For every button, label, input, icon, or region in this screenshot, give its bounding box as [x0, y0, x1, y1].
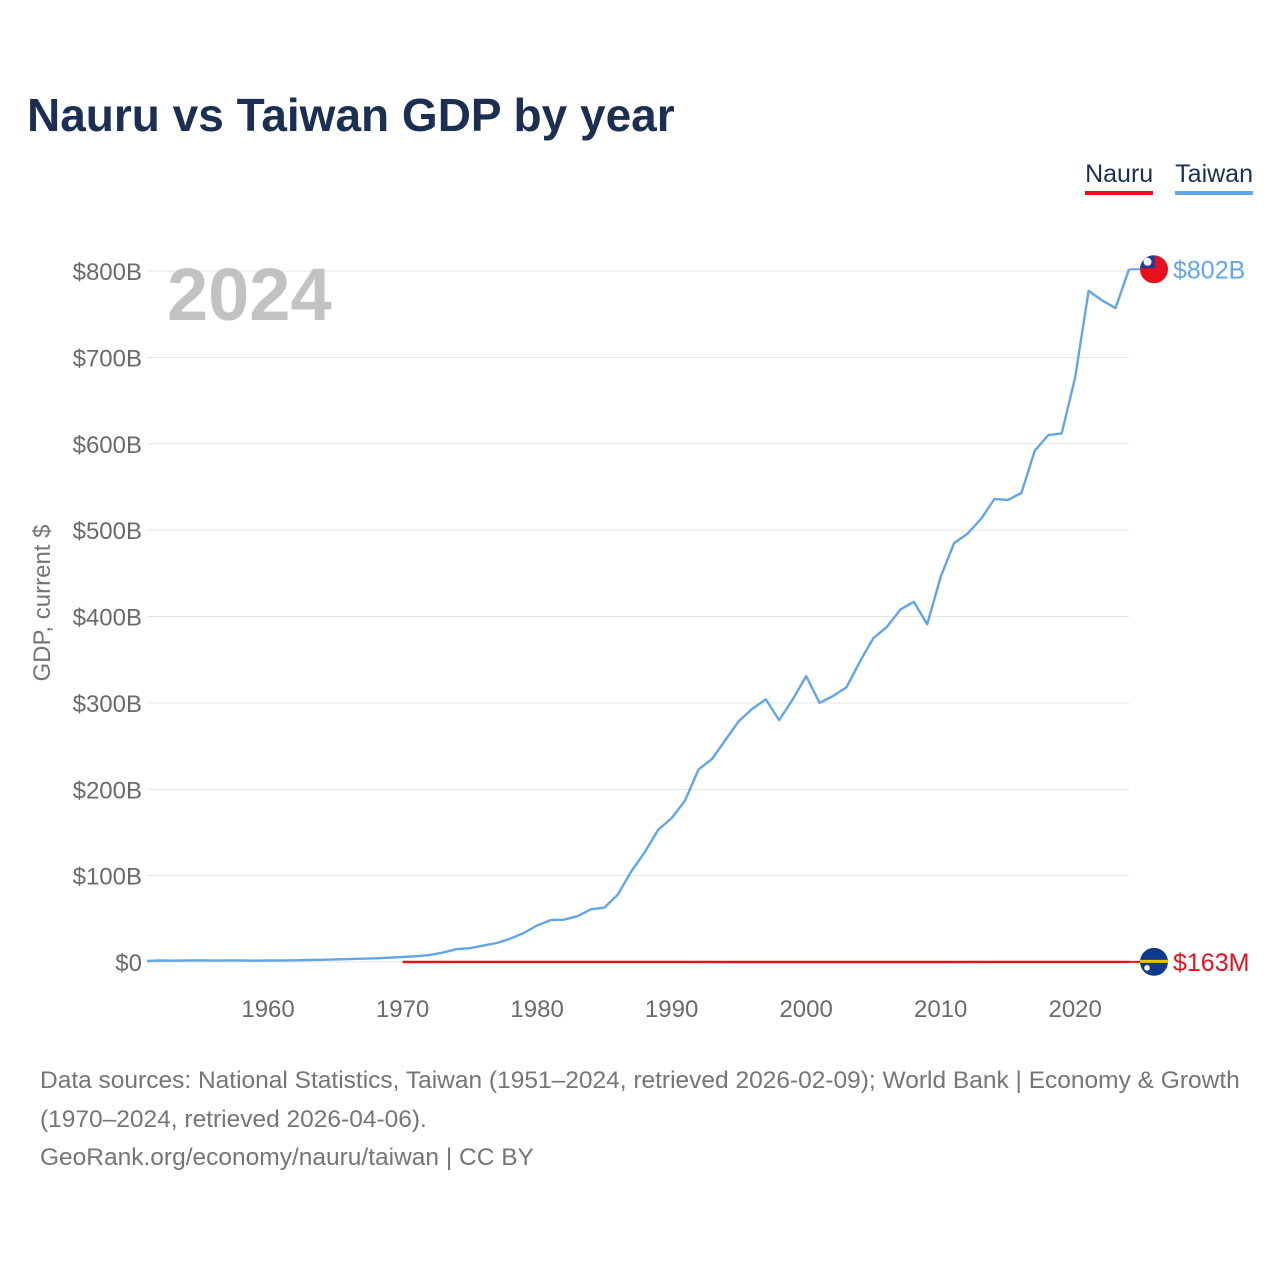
y-axis-ticks: $0 $100B $200B $300B $400B $500B $600B $700B $80… — [73, 259, 142, 977]
taiwan-flag — [1129, 255, 1168, 284]
series-end-markers: $802B $163M — [1129, 255, 1249, 977]
x-tick-label: 2010 — [914, 996, 967, 1023]
x-tick-label: 1990 — [645, 996, 698, 1023]
x-tick-label: 1980 — [510, 996, 563, 1023]
data-sources: Data sources: National Statistics, Taiwa… — [40, 1067, 1240, 1133]
y-tick-label: $0 — [115, 950, 142, 977]
x-axis-ticks: 1960 1970 1980 1990 2000 2010 2020 — [241, 996, 1102, 1023]
y-tick-label: $500B — [73, 518, 142, 545]
x-tick-label: 1960 — [241, 996, 294, 1023]
line-chart: $0 $100B $200B $300B $400B $500B $600B $700B $80… — [29, 253, 1249, 1023]
x-tick-label: 1970 — [376, 996, 429, 1023]
credit: GeoRank.org/economy/nauru/taiwan | CC BY — [40, 1144, 534, 1171]
y-tick-label: $200B — [73, 777, 142, 804]
gridlines — [147, 270, 1129, 963]
series-line-taiwan — [146, 268, 1131, 963]
y-tick-label: $600B — [73, 432, 142, 459]
year-overlay: 2024 — [167, 253, 332, 336]
chart-title: Nauru vs Taiwan GDP by year — [27, 89, 675, 141]
end-label-taiwan: $802B — [1173, 256, 1245, 284]
y-tick-label: $100B — [73, 864, 142, 891]
footer: Data sources: National Statistics, Taiwa… — [40, 1062, 1240, 1178]
y-tick-label: $300B — [73, 691, 142, 718]
legend: Nauru Taiwan — [1085, 160, 1253, 195]
nauru-flag — [1129, 947, 1168, 976]
y-tick-label: $800B — [73, 259, 142, 286]
series-lines — [146, 268, 1131, 964]
y-axis-label: GDP, current $ — [29, 525, 56, 682]
y-tick-label: $700B — [73, 345, 142, 372]
legend-item-nauru[interactable]: Nauru — [1085, 160, 1154, 195]
y-tick-label: $400B — [73, 605, 142, 632]
x-tick-label: 2000 — [779, 996, 832, 1023]
end-label-nauru: $163M — [1173, 949, 1249, 977]
legend-item-taiwan[interactable]: Taiwan — [1175, 160, 1253, 195]
x-tick-label: 2020 — [1048, 996, 1101, 1023]
